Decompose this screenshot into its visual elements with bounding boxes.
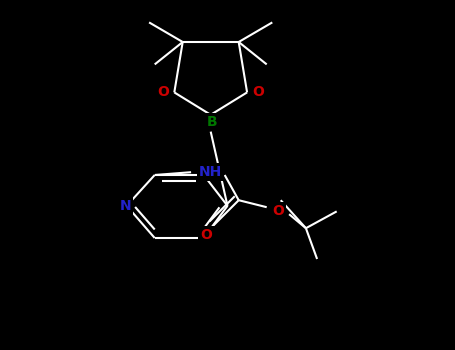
Text: O: O bbox=[253, 85, 264, 99]
Text: B: B bbox=[207, 115, 217, 129]
Text: O: O bbox=[201, 228, 212, 242]
Text: O: O bbox=[272, 204, 284, 218]
Text: O: O bbox=[157, 85, 169, 99]
Text: N: N bbox=[120, 199, 131, 213]
Text: NH: NH bbox=[199, 165, 222, 179]
